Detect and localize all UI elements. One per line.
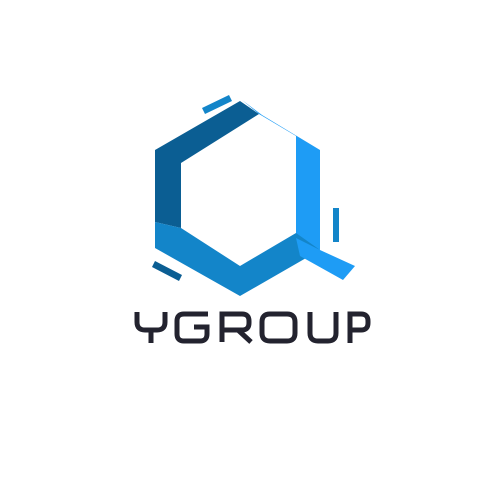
letter-u [307, 312, 339, 344]
letter-g [174, 311, 210, 344]
letter-y [134, 312, 168, 343]
letter-r [219, 311, 253, 344]
accent-dash-right [333, 208, 339, 242]
letter-p [347, 311, 371, 343]
accent-dash-left [152, 261, 182, 281]
hex-segment-bottom [155, 222, 320, 296]
accent-dash-top [202, 95, 232, 114]
hex-segment-right [242, 100, 320, 250]
q-tail [296, 238, 355, 280]
hex-segment-left-upper [155, 101, 259, 228]
letter-o [259, 311, 298, 344]
